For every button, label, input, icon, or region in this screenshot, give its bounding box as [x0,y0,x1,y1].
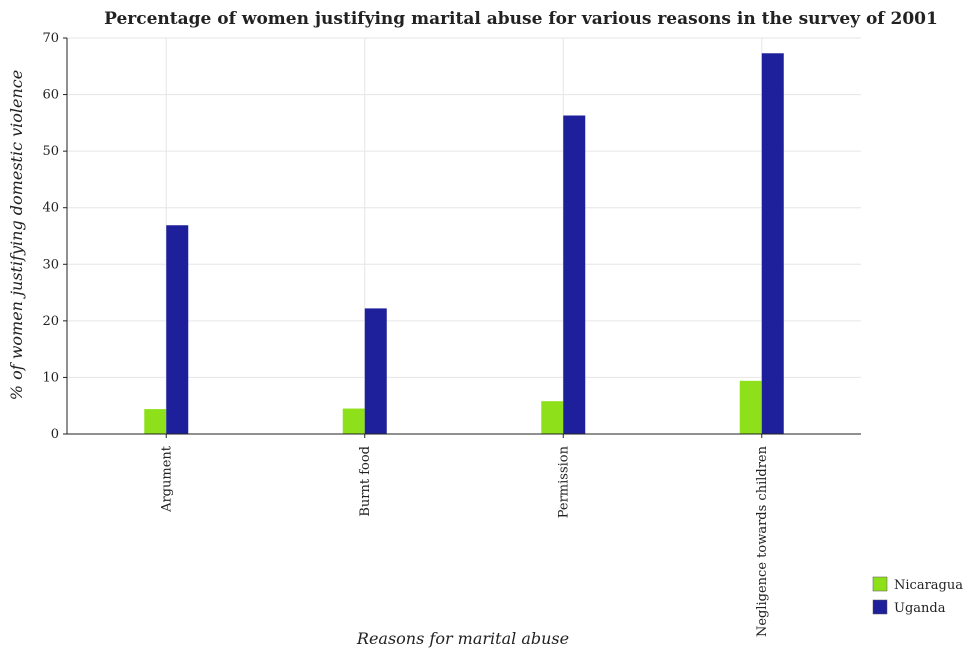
y-tick-label: 70 [42,31,59,46]
y-tick-label: 20 [42,314,59,329]
legend-swatch [872,599,888,615]
x-tick-label: Burnt food [358,446,373,517]
y-tick-label: 10 [42,370,59,385]
bar-uganda-4 [761,53,784,434]
legend-label: Uganda [894,601,946,616]
x-axis-title: Reasons for marital abuse [356,629,569,648]
y-tick-label: 30 [42,257,59,272]
x-tick-label: Permission [556,445,571,518]
legend: Nicaragua Uganda [872,576,963,616]
x-tick-label: Argument [159,445,174,513]
bar-uganda-1 [166,225,189,434]
legend-swatch [872,576,888,592]
chart-title: Percentage of women justifying marital a… [104,9,938,29]
bar-nicaragua-3 [541,401,564,434]
y-axis-title: % of women justifying domestic violence [7,70,26,400]
legend-label: Nicaragua [894,578,963,593]
bar-uganda-2 [364,308,387,434]
bar-nicaragua-1 [144,409,167,434]
bar-uganda-3 [563,115,586,434]
bar-nicaragua-2 [342,408,365,434]
axes: 0 10 20 30 40 50 60 70 Argument Burnt food Permiss… [42,31,861,637]
y-tick-label: 40 [42,201,59,216]
y-tick-label: 60 [42,88,59,103]
bars [144,53,784,434]
x-tick-label: Negligence towards children [755,445,770,637]
y-tick-label: 0 [51,427,59,442]
y-tick-label: 50 [42,144,59,159]
bar-nicaragua-4 [739,380,762,434]
